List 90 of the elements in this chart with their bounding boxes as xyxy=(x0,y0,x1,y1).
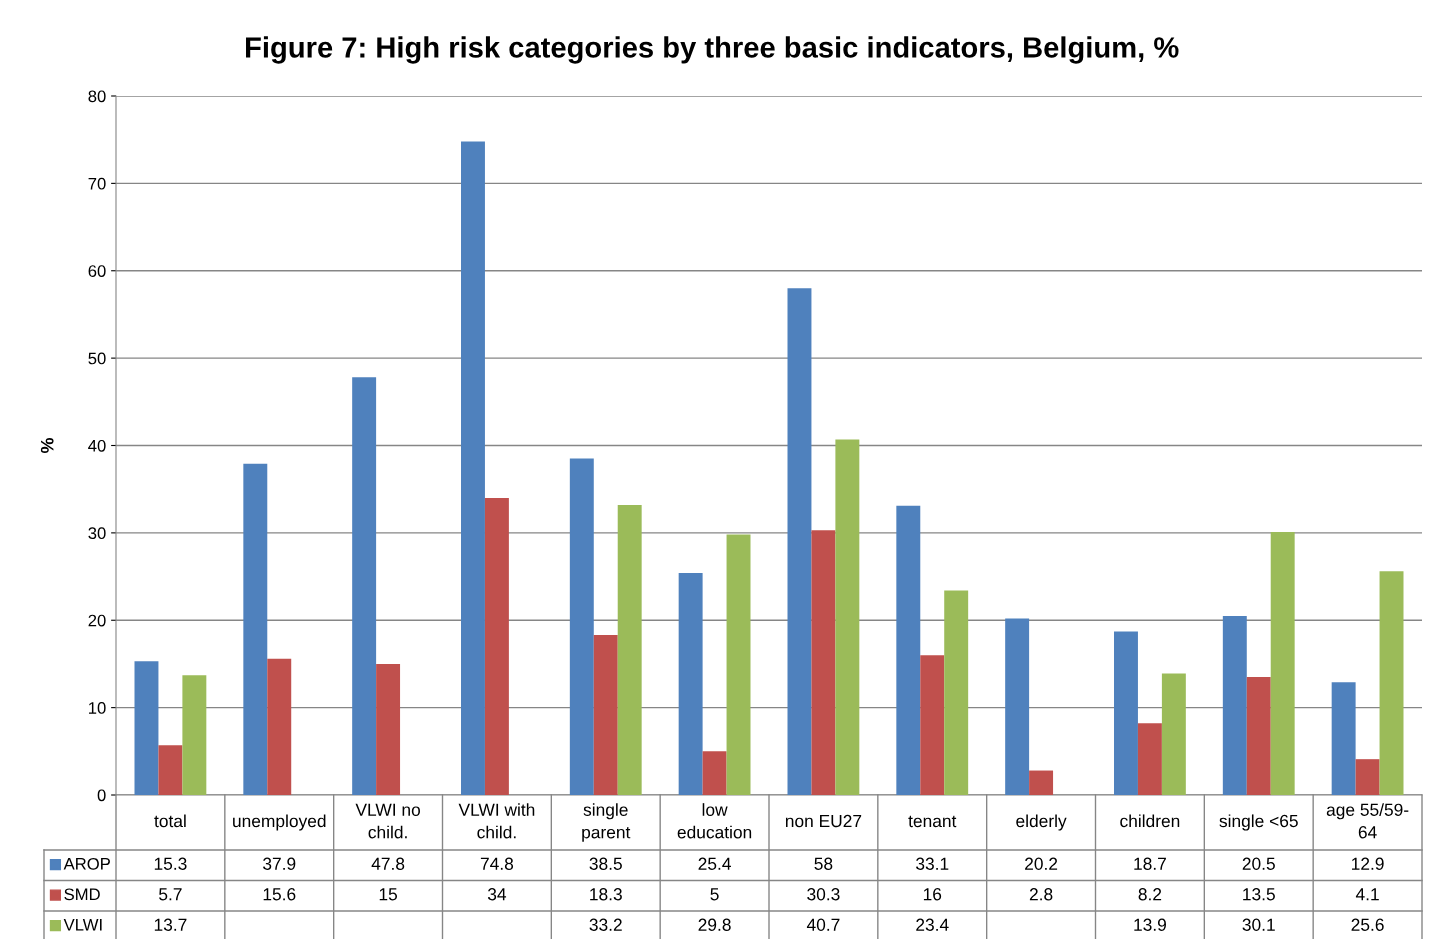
data-label: 20.5 xyxy=(1242,857,1275,870)
bar xyxy=(376,663,401,795)
x-tick-label: age 55/59- 64 xyxy=(1326,803,1409,839)
bar xyxy=(1161,673,1186,795)
data-label: 12.9 xyxy=(1352,857,1384,870)
bar xyxy=(896,505,921,795)
data-label: 13.5 xyxy=(1243,888,1275,901)
data-label: 25.4 xyxy=(698,857,731,870)
data-label: 16 xyxy=(923,888,942,901)
data-label: 5 xyxy=(710,888,719,901)
bar xyxy=(1222,615,1247,795)
data-label: 5.7 xyxy=(159,888,182,901)
data-label: 8.2 xyxy=(1138,888,1162,901)
x-tick-label: elderly xyxy=(1016,814,1067,831)
data-label: 2.8 xyxy=(1029,888,1053,901)
x-tick-label: unemployed xyxy=(233,814,326,831)
data-label: 33.2 xyxy=(589,918,622,931)
data-label: 58 xyxy=(814,857,833,870)
data-label: 74.8 xyxy=(480,857,514,870)
bar xyxy=(1379,571,1404,795)
data-label: 15.6 xyxy=(263,888,296,901)
data-label: 30.3 xyxy=(807,888,840,901)
data-label: 15 xyxy=(379,888,398,901)
x-tick-label: VLWI no child. xyxy=(355,803,421,839)
bar xyxy=(1331,682,1356,795)
data-label: 13.9 xyxy=(1134,918,1166,931)
x-tick-label: tenant xyxy=(908,815,957,828)
y-tick-label: 50 xyxy=(88,352,106,365)
bar xyxy=(1137,723,1162,795)
bar xyxy=(1029,770,1054,795)
bar xyxy=(835,439,860,795)
x-tick-label: total xyxy=(154,814,186,828)
bar xyxy=(158,745,183,795)
x-tick-label: VLWI with child. xyxy=(458,803,535,839)
bar xyxy=(944,590,969,795)
bar xyxy=(134,661,159,795)
bar xyxy=(243,463,268,795)
bar xyxy=(593,635,618,795)
data-label: 20.2 xyxy=(1025,857,1058,870)
y-tick-label: 10 xyxy=(89,702,106,714)
x-tick-label: low education xyxy=(677,803,752,839)
data-label: 18.3 xyxy=(590,888,622,901)
data-label: 25.6 xyxy=(1351,918,1384,931)
data-label: 37.9 xyxy=(263,857,296,870)
y-tick-label: 40 xyxy=(88,439,106,452)
y-tick-label: 70 xyxy=(88,177,106,190)
bar xyxy=(811,530,836,795)
bar xyxy=(1270,532,1295,795)
bar xyxy=(569,458,594,795)
data-label: 47.8 xyxy=(371,857,405,870)
x-tick-label: single parent xyxy=(582,803,631,842)
bar xyxy=(1114,631,1138,795)
data-label: 23.4 xyxy=(916,918,949,931)
legend-label: AROP xyxy=(63,857,110,870)
bar xyxy=(702,751,727,795)
bar xyxy=(787,288,812,795)
data-label: 4.1 xyxy=(1355,888,1379,901)
bar xyxy=(267,658,292,795)
data-label: 29.8 xyxy=(698,918,731,931)
y-tick-label: 20 xyxy=(88,614,106,627)
bar xyxy=(352,377,377,795)
bar xyxy=(1005,618,1030,795)
bar xyxy=(461,141,485,795)
x-tick-label: non EU27 xyxy=(785,814,862,828)
legend-label: VLWI xyxy=(63,919,102,931)
data-label: 30.1 xyxy=(1242,918,1275,931)
bar xyxy=(920,655,945,795)
y-axis-title: % xyxy=(40,437,54,454)
x-tick-label: single <65 xyxy=(1219,814,1298,831)
bar xyxy=(1355,759,1380,795)
data-label: 38.5 xyxy=(589,857,622,870)
bar xyxy=(678,573,703,795)
bar xyxy=(726,534,751,795)
y-tick-label: 80 xyxy=(88,90,106,103)
data-label: 33.1 xyxy=(916,857,949,870)
data-label: 13.7 xyxy=(154,918,187,931)
bar xyxy=(1246,677,1271,795)
data-label: 40.7 xyxy=(806,918,840,931)
bar xyxy=(484,497,509,795)
y-tick-label: 60 xyxy=(88,265,106,277)
data-label: 18.7 xyxy=(1134,857,1166,870)
chart-title: Figure 7: High risk categories by three basic indicators, Belgium, % xyxy=(246,36,1179,64)
y-tick-label: 30 xyxy=(88,527,106,540)
legend-label: SMD xyxy=(64,888,100,901)
y-tick-label: 0 xyxy=(97,789,106,802)
bar xyxy=(182,675,207,795)
x-tick-label: children xyxy=(1120,814,1180,828)
data-label: 15.3 xyxy=(154,857,187,870)
bar xyxy=(617,504,642,795)
data-label: 34 xyxy=(487,888,507,901)
